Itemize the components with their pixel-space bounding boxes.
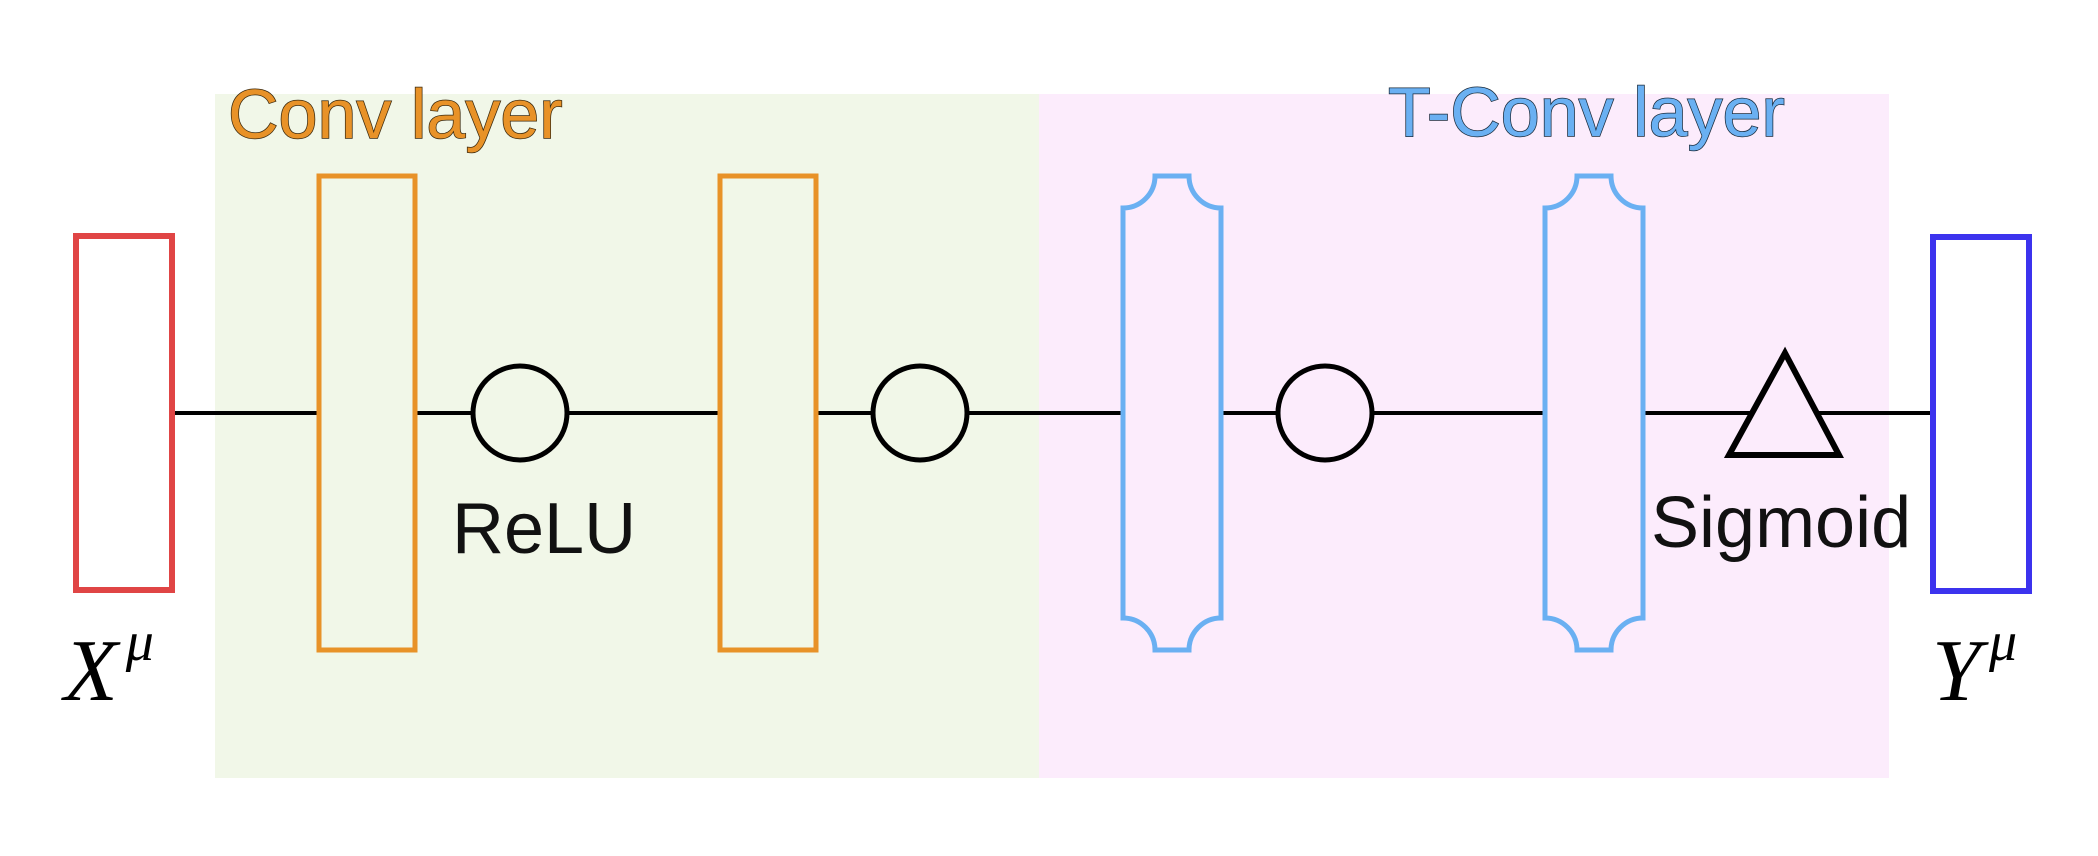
sigmoid-triangle-icon: [1723, 346, 1844, 458]
sigmoid-label: Sigmoid: [1651, 483, 1911, 563]
output-vector-rectangle-icon: [1930, 234, 2032, 594]
activation-circle-3-icon: [1275, 363, 1375, 463]
tconv-region-title: T-Conv layer: [1388, 73, 1785, 151]
tconv-block-1-icon: [1120, 173, 1224, 653]
conv-block-2-icon: [717, 173, 819, 653]
tconv-block-2-icon: [1542, 173, 1646, 653]
input-vector-rectangle-icon: [73, 233, 175, 593]
conv-block-1-icon: [316, 173, 418, 653]
relu-circle-icon: [470, 363, 570, 463]
tconv-region: [1039, 94, 1889, 778]
activation-circle-2-icon: [870, 363, 970, 463]
conv-region-title: Conv layer: [228, 75, 563, 153]
conv-region: [215, 94, 1039, 778]
relu-label: ReLU: [452, 489, 636, 569]
